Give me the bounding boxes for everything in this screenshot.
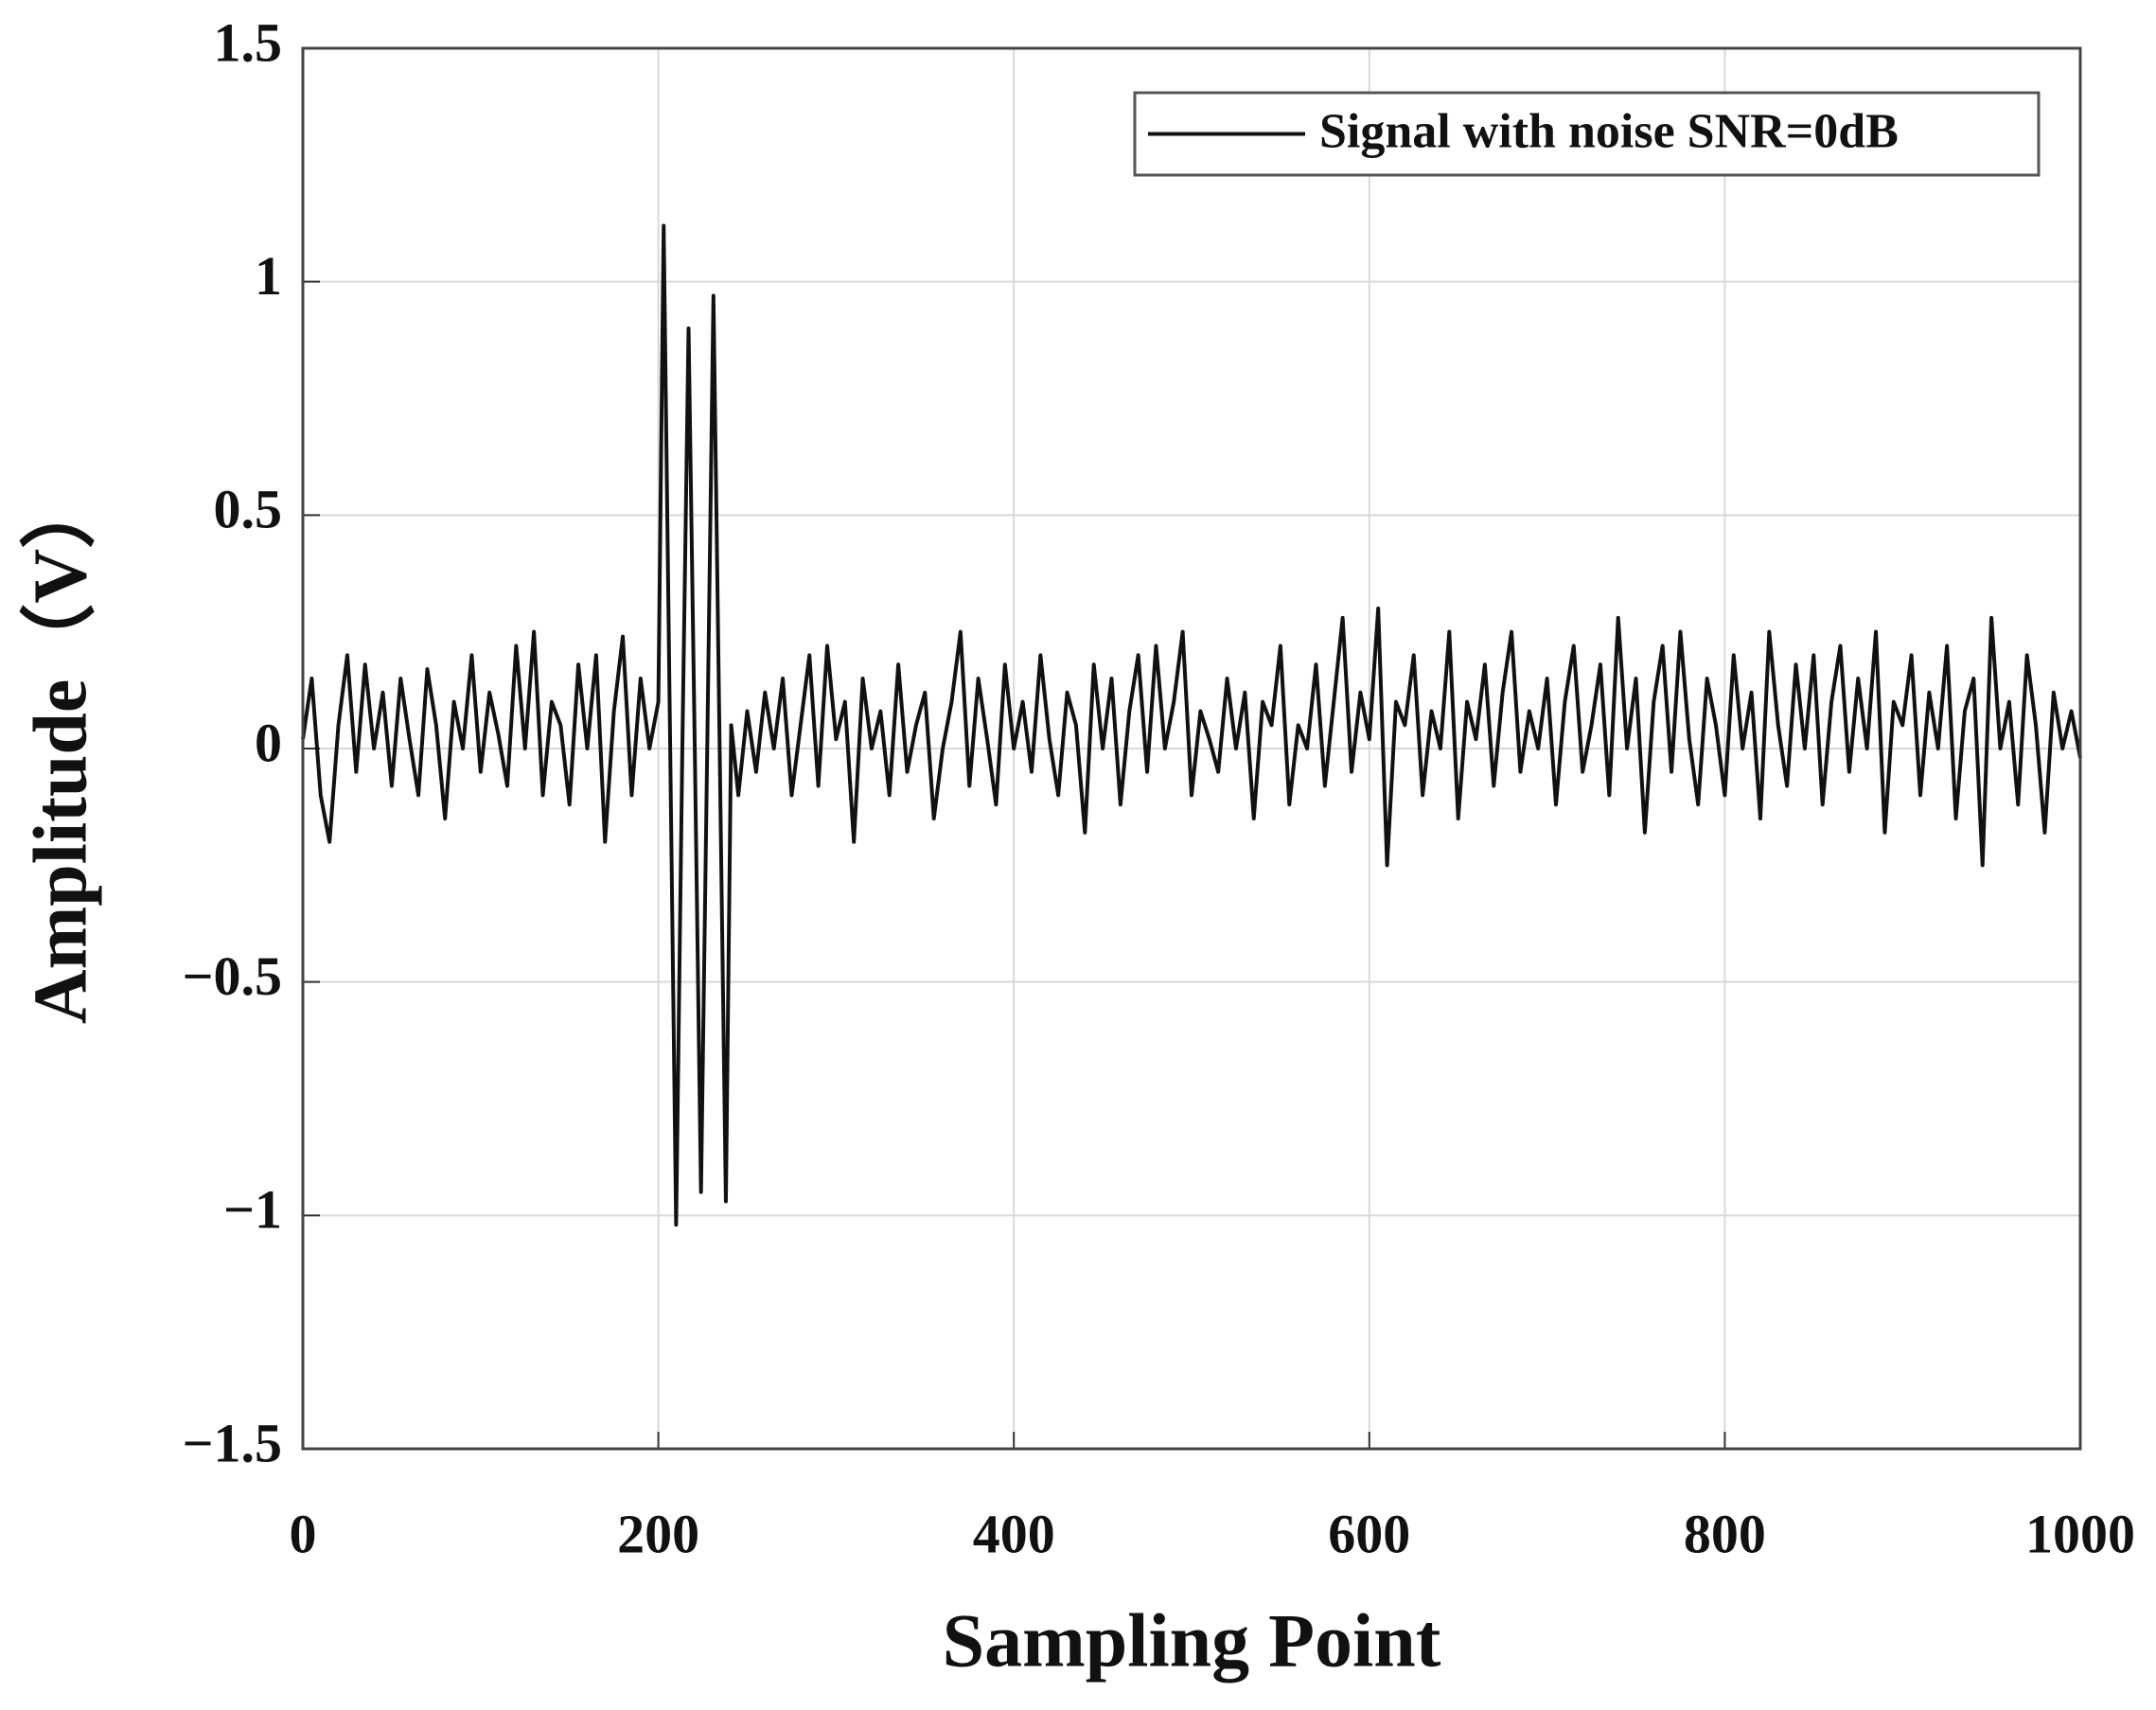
x-tick-label: 400 [973, 1503, 1055, 1564]
series-line [301, 223, 2082, 1227]
y-axis-label: Amplitude（V） [19, 473, 102, 1024]
axes-box [301, 46, 2082, 1451]
y-tick-label: 0 [255, 712, 282, 773]
y-tick-label: 0.5 [214, 479, 283, 540]
y-tick-label: −1.5 [182, 1412, 282, 1473]
y-tick-label: −0.5 [182, 945, 282, 1007]
y-tick-label: 1.5 [214, 11, 283, 73]
x-tick-label: 600 [1328, 1503, 1410, 1564]
y-tick-label: −1 [223, 1179, 282, 1241]
x-tick-label: 0 [290, 1503, 317, 1564]
x-tick-label: 1000 [2025, 1503, 2135, 1564]
x-tick-label: 200 [617, 1503, 699, 1564]
y-tick-label: 1 [255, 245, 282, 307]
legend-text: Signal with noise SNR=0dB [1319, 104, 1899, 158]
x-tick-label: 800 [1684, 1503, 1766, 1564]
x-axis-label: Sampling Point [943, 1599, 1441, 1683]
